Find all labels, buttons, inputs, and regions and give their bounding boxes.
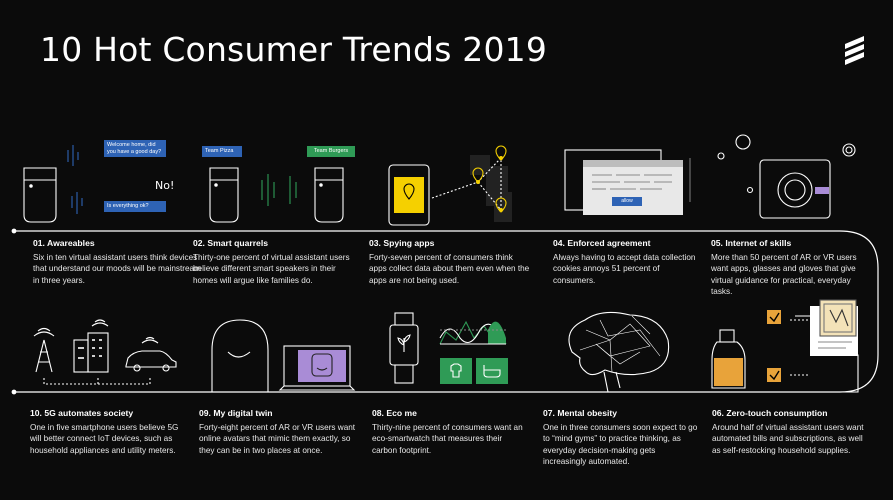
cookie-consent-dialog-icon: [564, 149, 691, 215]
team-pizza-label: Team Pizza: [202, 146, 242, 157]
eco-smartwatch-icon: [389, 312, 508, 384]
trend-08-eco-me: 08. Eco me Thirty-nine percent of consum…: [372, 408, 524, 456]
team-burgers-label: Team Burgers: [307, 146, 355, 157]
dialog-allow-button: allow: [621, 198, 633, 204]
brain-icon: [568, 311, 670, 393]
trend-body: Thirty-one percent of virtual assistant …: [193, 253, 350, 285]
trend-body: Thirty-nine percent of consumers want an…: [372, 423, 523, 455]
trend-heading: 05. Internet of skills: [711, 238, 792, 248]
trend-body: Always having to accept data collection …: [553, 253, 696, 285]
trend-body: Six in ten virtual assistant users think…: [33, 253, 201, 285]
trend-heading: 06. Zero-touch consumption: [712, 408, 828, 418]
trend-heading: 03. Spying apps: [369, 238, 435, 248]
auto-restock-icon: [711, 299, 859, 393]
trend-07-mental-obesity: 07. Mental obesity One in three consumer…: [543, 408, 699, 468]
trend-01-awareables: 01. Awareables Six in ten virtual assist…: [33, 238, 205, 286]
trend-body: Forty-seven percent of consumers think a…: [369, 253, 530, 285]
ar-guidance-icon: [717, 134, 856, 219]
trend-06-zero-touch-consumption: 06. Zero-touch consumption Around half o…: [712, 408, 872, 456]
trend-05-internet-of-skills: 05. Internet of skills More than 50 perc…: [711, 238, 871, 298]
trend-heading: 10. 5G automates society: [30, 408, 134, 418]
welcome-bubble: Welcome home, did you have a good day?: [104, 140, 166, 157]
trend-heading: 04. Enforced agreement: [553, 238, 651, 248]
trend-body: Around half of virtual assistant users w…: [712, 423, 864, 455]
trend-04-enforced-agreement: 04. Enforced agreement Always having to …: [553, 238, 703, 286]
trend-body: Forty-eight percent of AR or VR users wa…: [199, 423, 356, 455]
trend-heading: 07. Mental obesity: [543, 408, 618, 418]
trend-02-smart-quarrels: 02. Smart quarrels Thirty-one percent of…: [193, 238, 361, 286]
trend-body: More than 50 percent of AR or VR users w…: [711, 253, 857, 297]
okay-bubble: Is everything ok?: [104, 201, 166, 212]
phone-location-icon: [388, 145, 512, 226]
arguing-speakers-icon: [209, 167, 344, 223]
trend-heading: 08. Eco me: [372, 408, 417, 418]
trend-heading: 02. Smart quarrels: [193, 238, 268, 248]
trend-03-spying-apps: 03. Spying apps Forty-seven percent of c…: [369, 238, 531, 286]
avatar-video-icon: [211, 319, 356, 392]
trend-heading: 09. My digital twin: [199, 408, 273, 418]
trend-10-5g-automates-society: 10. 5G automates society One in five sma…: [30, 408, 190, 456]
smart-speaker-icon: [23, 145, 83, 223]
no-exclamation: No!: [155, 179, 175, 192]
trend-heading: 01. Awareables: [33, 238, 95, 248]
trend-09-my-digital-twin: 09. My digital twin Forty-eight percent …: [199, 408, 359, 456]
5g-city-icon: [33, 319, 177, 385]
ericsson-logo-icon: [845, 36, 864, 65]
trend-body: One in five smartphone users believe 5G …: [30, 423, 179, 455]
trend-body: One in three consumers soon expect to go…: [543, 423, 698, 467]
page-title: 10 Hot Consumer Trends 2019: [40, 30, 548, 69]
